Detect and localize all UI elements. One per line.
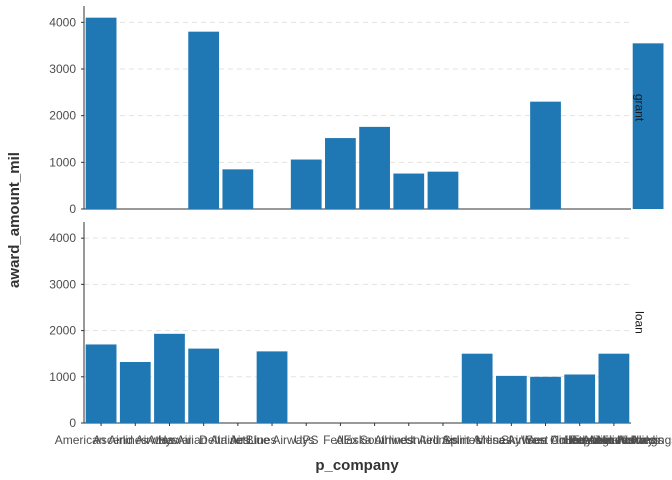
facet-strip-label: grant [633, 94, 647, 122]
y-axis-title: award_amount_mil [6, 152, 23, 288]
x-tick-label: Ascend Airways [93, 433, 178, 447]
x-tick-label: United Airlines Holdings [551, 433, 672, 447]
x-tick-label: Republic Airways [568, 433, 659, 447]
x-tick-label: Hawaiian Airlines [158, 433, 249, 447]
x-tick-label: Sun Country Airlines [525, 433, 634, 447]
facet-panel-loan: 0 1000 2000 3000 4000 loan [49, 222, 647, 430]
x-tick-label: Southwest Airlines [360, 433, 458, 447]
bar [119, 362, 151, 423]
x-tick-label: UPS [294, 433, 319, 447]
x-tick-label: JetBlue Airways [230, 433, 315, 447]
bar [632, 43, 664, 210]
x-tick-label: Spirit Airlines [442, 433, 511, 447]
x-tick-label: SkyWest Airlines [501, 433, 590, 447]
x-tick-label: Alaska Airlines [336, 433, 414, 447]
x-tick-label: United Airlines [405, 433, 482, 447]
y-tick-label: 4000 [49, 231, 76, 245]
y-tick-label: 3000 [49, 62, 76, 76]
y-tick-label: 1000 [49, 155, 76, 169]
bar [85, 344, 117, 423]
x-tick-label: FedEx [323, 433, 358, 447]
bar [427, 171, 459, 209]
bar [359, 126, 390, 209]
x-tick-label: Mesa Airlines [476, 433, 547, 447]
panels-layer: 0 1000 2000 3000 4000 grant 0 1000 2000 3000 4000 l… [49, 6, 664, 430]
y-tick-label: 1000 [49, 370, 76, 384]
x-tick-label: Delta Air Lines [199, 433, 276, 447]
bar [154, 333, 185, 423]
y-tick-label: 0 [69, 202, 76, 216]
x-tick-label: Allegiant Air [582, 433, 645, 447]
x-tick-label: American Airlines [55, 433, 148, 447]
y-tick-label: 0 [69, 416, 76, 430]
x-axis-title: p_company [315, 457, 399, 474]
bar [495, 375, 527, 423]
bar [598, 353, 630, 423]
bar [530, 101, 561, 209]
bar [188, 348, 220, 423]
bar [325, 138, 356, 209]
y-tick-label: 2000 [49, 109, 76, 123]
bar [222, 169, 254, 209]
x-tick-label: Hawaiian Holdings [564, 433, 663, 447]
y-tick-label: 3000 [49, 277, 76, 291]
bar [290, 159, 322, 209]
y-tick-label: 2000 [49, 324, 76, 338]
x-tick-label: Atlas Air [147, 433, 191, 447]
facet-strip-label: loan [633, 311, 647, 334]
bar [530, 376, 561, 423]
bar [188, 31, 220, 209]
x-tick-label: Frontier Airlines [572, 433, 655, 447]
facet-panel-grant: 0 1000 2000 3000 4000 grant [49, 6, 664, 216]
bar [256, 351, 288, 423]
bar [393, 173, 425, 209]
bar [461, 353, 493, 423]
bar [85, 17, 117, 209]
y-tick-label: 4000 [49, 15, 76, 29]
bar [564, 374, 596, 423]
